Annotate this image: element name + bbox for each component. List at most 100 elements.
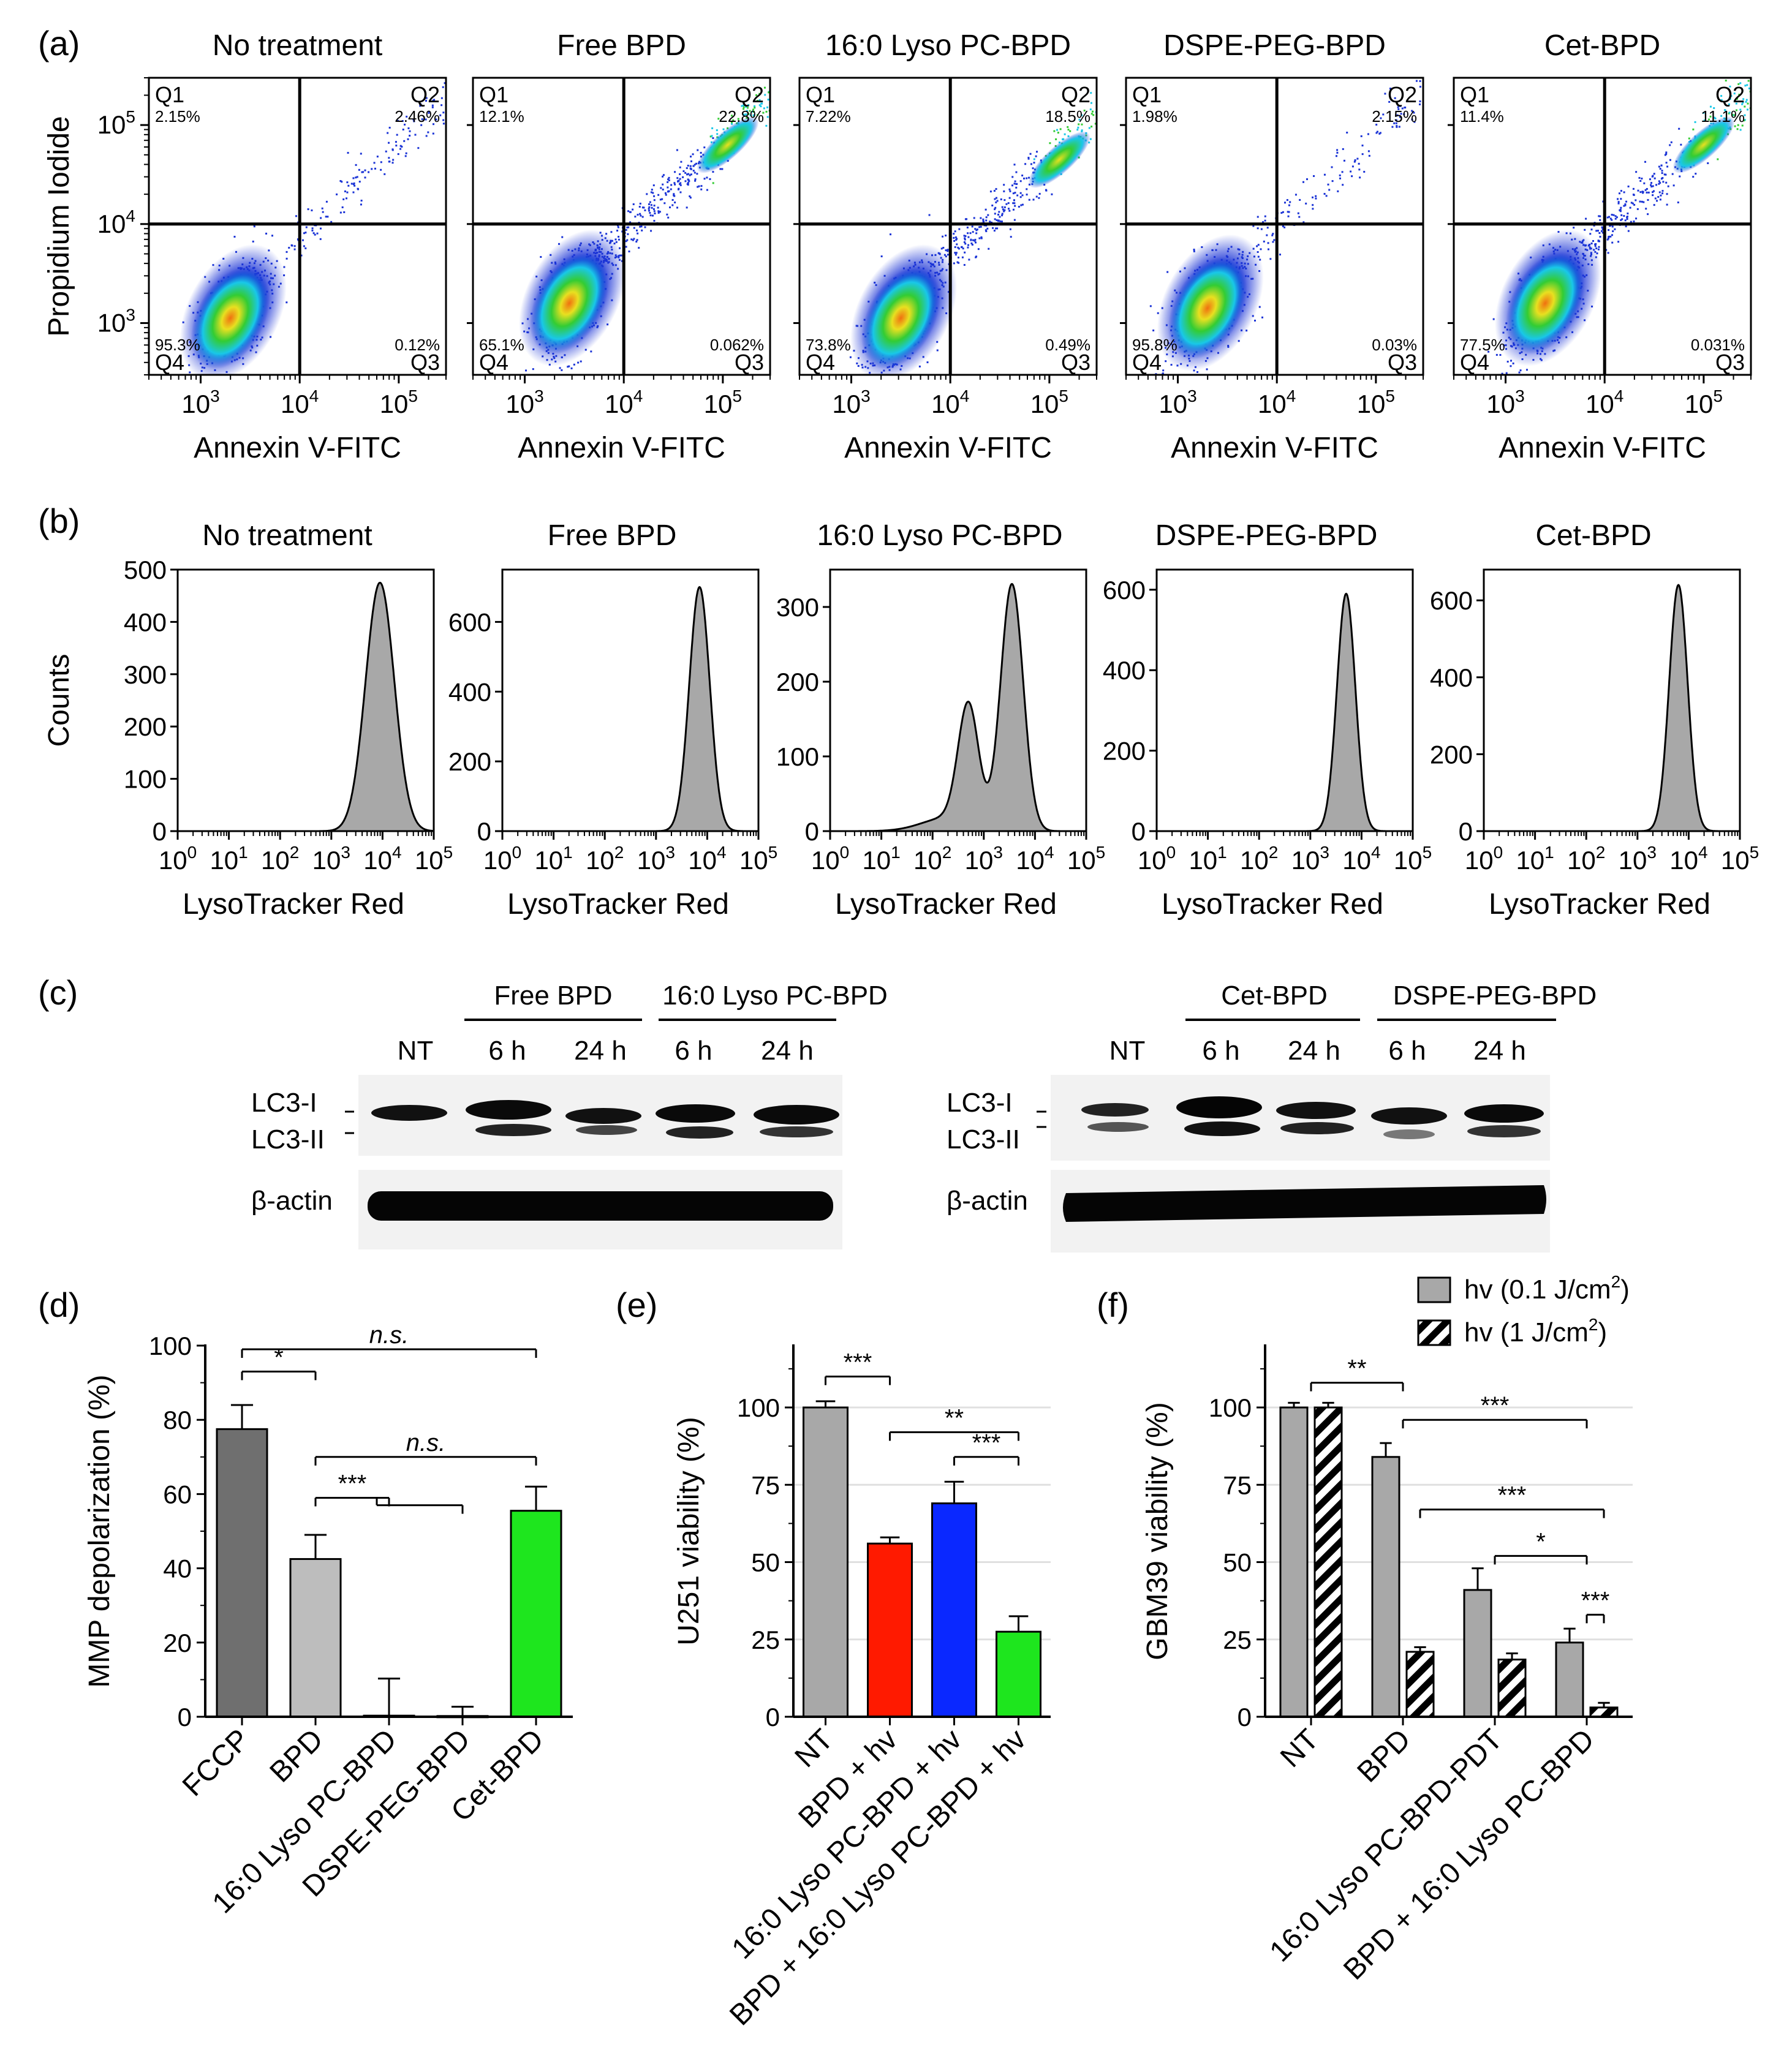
density-point — [756, 114, 758, 116]
density-point — [1021, 194, 1024, 197]
y-tick-label: 400 — [1430, 663, 1473, 692]
density-point — [1723, 109, 1726, 111]
density-point — [1015, 171, 1018, 173]
density-point — [627, 210, 630, 213]
density-point — [1100, 110, 1102, 111]
density-point — [1067, 126, 1069, 128]
density-point — [1660, 164, 1663, 167]
density-point — [970, 242, 973, 244]
density-point — [444, 82, 446, 85]
density-point — [1117, 99, 1119, 101]
y-tick-label: 105 — [97, 107, 135, 139]
density-point — [871, 386, 873, 388]
density-point — [305, 226, 308, 228]
density-point — [784, 75, 785, 77]
density-point — [1262, 221, 1264, 224]
density-point — [425, 118, 427, 121]
quadrant-pct-q3: 0.12% — [395, 336, 440, 354]
density-point — [1666, 165, 1669, 168]
density-point — [1665, 151, 1668, 154]
density-point — [659, 198, 662, 201]
density-point — [697, 149, 699, 151]
density-point — [425, 100, 427, 102]
y-tick-label: 100 — [1209, 1393, 1252, 1422]
density-point — [644, 226, 646, 228]
density-point — [1360, 135, 1363, 137]
density-point — [637, 232, 639, 235]
x-tick-label: 100 — [1465, 843, 1503, 875]
density-point — [772, 89, 774, 91]
quadrant-pct-q1: 12.1% — [479, 107, 524, 126]
density-point — [686, 183, 689, 186]
x-axis-title: LysoTracker Red — [183, 888, 404, 921]
significance-label: n.s. — [369, 1322, 409, 1349]
density-point — [638, 247, 640, 249]
panel-label-c: (c) — [38, 973, 78, 1012]
density-point — [980, 237, 983, 239]
density-point — [1346, 132, 1348, 134]
density-point — [963, 235, 966, 237]
plot-title: Cet-BPD — [1544, 29, 1660, 62]
density-point — [1162, 369, 1165, 372]
significance-label: ** — [1347, 1355, 1366, 1382]
bar — [931, 1502, 977, 1718]
density-point — [1350, 170, 1352, 173]
density-point — [1273, 239, 1276, 241]
density-point — [1088, 127, 1090, 129]
density-point — [963, 241, 966, 243]
density-point — [399, 145, 402, 147]
density-point — [1597, 248, 1600, 251]
density-point — [1312, 208, 1314, 210]
density-point — [629, 221, 632, 224]
density-point — [635, 241, 638, 243]
density-point — [561, 369, 563, 371]
density-point — [661, 198, 663, 200]
density-point — [1650, 184, 1652, 186]
density-point — [1057, 132, 1059, 134]
density-point — [1669, 144, 1671, 146]
density-point — [694, 179, 697, 182]
density-point — [1288, 204, 1290, 206]
density-point — [1393, 122, 1396, 124]
plot-frame — [1155, 568, 1414, 832]
density-point — [1045, 189, 1048, 192]
density-point — [679, 183, 681, 185]
density-point — [1650, 186, 1653, 188]
density-point — [1257, 244, 1260, 246]
density-point — [431, 106, 434, 108]
density-point — [1742, 98, 1745, 100]
density-point — [777, 85, 779, 86]
density-point — [763, 86, 766, 89]
density-point — [1375, 132, 1378, 134]
density-point — [401, 120, 404, 122]
density-point — [947, 249, 949, 251]
density-point — [745, 113, 747, 116]
density-point — [1601, 232, 1604, 234]
density-point — [395, 141, 397, 143]
density-point — [344, 190, 346, 192]
density-point — [749, 114, 752, 116]
density-point — [1053, 130, 1056, 132]
density-point — [1611, 225, 1614, 228]
legend-label: hv (1 J/cm2) — [1464, 1315, 1607, 1347]
density-point — [1744, 85, 1747, 87]
density-point — [1356, 157, 1359, 160]
density-point — [1035, 195, 1038, 198]
density-point — [953, 236, 955, 239]
density-point — [652, 192, 654, 194]
density-point — [954, 254, 957, 256]
density-point — [1069, 130, 1072, 132]
density-point — [679, 191, 682, 194]
density-point — [1653, 204, 1655, 206]
density-point — [311, 227, 314, 230]
density-point — [1033, 162, 1035, 164]
density-point — [1413, 121, 1416, 123]
density-point — [1737, 83, 1740, 85]
density-point — [1026, 194, 1028, 196]
density-point — [783, 109, 785, 111]
density-point — [1090, 102, 1092, 104]
density-point — [1339, 174, 1341, 176]
density-point — [1351, 165, 1354, 168]
density-point — [362, 171, 365, 173]
